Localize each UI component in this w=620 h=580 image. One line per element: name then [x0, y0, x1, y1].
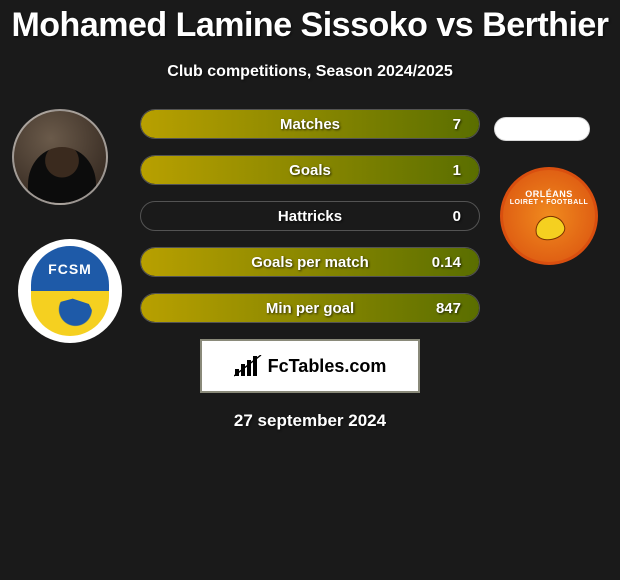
player2-club-badge: ORLÉANS LOIRET • FOOTBALL [500, 167, 598, 265]
stat-value: 0 [453, 208, 461, 225]
stat-row: Min per goal 847 [140, 293, 480, 323]
stat-label: Matches [280, 116, 340, 133]
fcsm-badge-text: FCSM [31, 246, 109, 291]
site-logo-box: FcTables.com [200, 339, 420, 393]
stat-value: 7 [453, 116, 461, 133]
stat-row: Matches 7 [140, 109, 480, 139]
stat-row: Goals per match 0.14 [140, 247, 480, 277]
lion-icon [43, 295, 97, 331]
stat-label: Goals [289, 162, 331, 179]
stat-value: 0.14 [432, 254, 461, 271]
stat-value: 847 [436, 300, 461, 317]
page-title: Mohamed Lamine Sissoko vs Berthier [0, 0, 620, 45]
player1-club-badge: FCSM [18, 239, 122, 343]
stat-label: Goals per match [251, 254, 369, 271]
stat-label: Min per goal [266, 300, 354, 317]
wasp-icon [527, 208, 571, 248]
player1-avatar [12, 109, 108, 205]
stat-value: 1 [453, 162, 461, 179]
stat-label: Hattricks [278, 208, 342, 225]
stat-row: Goals 1 [140, 155, 480, 185]
player2-placeholder-pill [494, 117, 590, 141]
site-name: FcTables.com [268, 356, 387, 377]
fcsm-badge: FCSM [31, 246, 109, 336]
date-text: 27 september 2024 [0, 411, 620, 431]
comparison-panel: FCSM ORLÉANS LOIRET • FOOTBALL Matches 7 G… [0, 109, 620, 431]
stat-row: Hattricks 0 [140, 201, 480, 231]
stats-list: Matches 7 Goals 1 Hattricks 0 Goals per match 0… [140, 109, 480, 323]
orleans-badge-line2: LOIRET • FOOTBALL [510, 199, 589, 206]
orleans-badge-line1: ORLÉANS [525, 189, 573, 199]
subtitle: Club competitions, Season 2024/2025 [0, 63, 620, 81]
bar-chart-icon [234, 355, 262, 377]
fcsm-badge-bottom [31, 291, 109, 336]
